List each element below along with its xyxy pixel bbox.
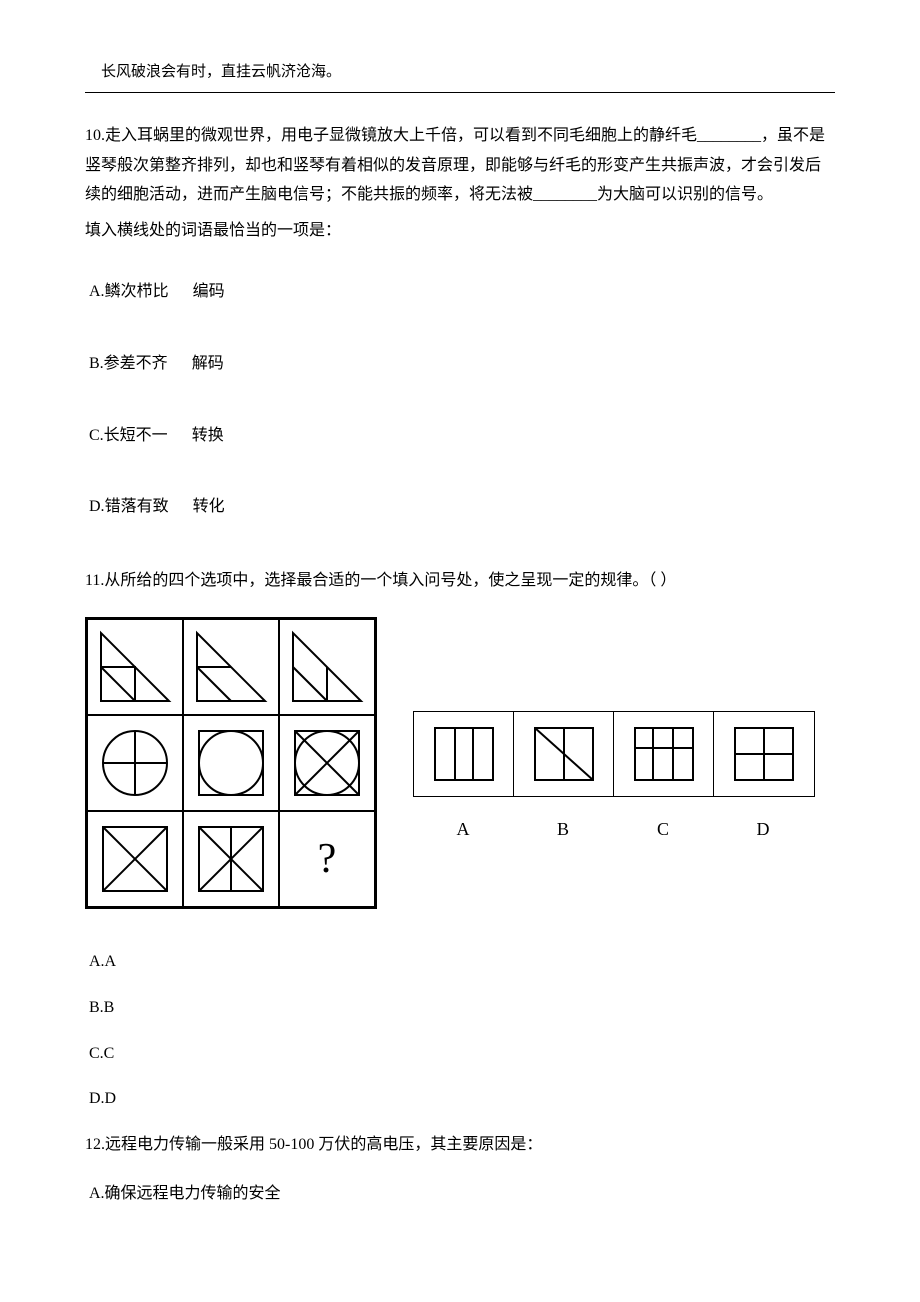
figure-answer-b bbox=[533, 726, 595, 782]
grid-cell-3-2 bbox=[183, 811, 279, 907]
figure-r2c2 bbox=[193, 725, 269, 801]
q11-option-c[interactable]: C.C bbox=[85, 1041, 835, 1067]
figure-r3c1 bbox=[97, 821, 173, 897]
answer-label-d: D bbox=[713, 815, 813, 844]
q11-prompt: 11.从所给的四个选项中，选择最合适的一个填入问号处，使之呈现一定的规律。（ ） bbox=[85, 566, 835, 596]
question-mark-icon: ? bbox=[318, 826, 337, 893]
option-word2: 解码 bbox=[192, 355, 224, 372]
option-label: A. bbox=[89, 283, 105, 300]
figure-answer-a bbox=[433, 726, 495, 782]
header-quote: 长风破浪会有时，直挂云帆济沧海。 bbox=[85, 60, 835, 84]
figure-r2c3 bbox=[289, 725, 365, 801]
figure-r1c3 bbox=[289, 629, 365, 705]
q11-option-b[interactable]: B.B bbox=[85, 995, 835, 1021]
question-12: 12.远程电力传输一般采用 50-100 万伏的高电压，其主要原因是： A.确保… bbox=[85, 1132, 835, 1207]
figure-answer-c bbox=[633, 726, 695, 782]
answer-cell-c[interactable] bbox=[614, 712, 714, 796]
option-label: B. bbox=[89, 355, 104, 372]
option-word1: 参差不齐 bbox=[104, 355, 168, 372]
answer-cell-a[interactable] bbox=[414, 712, 514, 796]
question-11: 11.从所给的四个选项中，选择最合适的一个填入问号处，使之呈现一定的规律。（ ） bbox=[85, 566, 835, 1112]
answer-label-a: A bbox=[413, 815, 513, 844]
grid-cell-2-2 bbox=[183, 715, 279, 811]
q10-prompt: 填入横线处的词语最恰当的一项是： bbox=[85, 216, 835, 246]
option-word2: 转化 bbox=[193, 498, 225, 515]
grid-cell-1-2 bbox=[183, 619, 279, 715]
grid-cell-1-3 bbox=[279, 619, 375, 715]
grid-cell-3-3: ? bbox=[279, 811, 375, 907]
q10-option-c[interactable]: C.长短不一 转换 bbox=[85, 423, 835, 449]
figure-r2c1 bbox=[97, 725, 173, 801]
q11-option-a[interactable]: A.A bbox=[85, 949, 835, 975]
q10-option-d[interactable]: D.错落有致 转化 bbox=[85, 494, 835, 520]
q12-text: 12.远程电力传输一般采用 50-100 万伏的高电压，其主要原因是： bbox=[85, 1132, 835, 1158]
q11-answer-row bbox=[413, 711, 815, 797]
q11-option-d[interactable]: D.D bbox=[85, 1086, 835, 1112]
header-divider bbox=[85, 92, 835, 93]
question-10: 10.走入耳蜗里的微观世界，用电子显微镜放大上千倍，可以看到不同毛细胞上的静纤毛… bbox=[85, 121, 835, 520]
q10-text: 10.走入耳蜗里的微观世界，用电子显微镜放大上千倍，可以看到不同毛细胞上的静纤毛… bbox=[85, 121, 835, 210]
option-word1: 鳞次栉比 bbox=[105, 283, 169, 300]
grid-cell-1-1 bbox=[87, 619, 183, 715]
q11-options: A.A B.B C.C D.D bbox=[85, 949, 835, 1111]
figure-r1c1 bbox=[97, 629, 173, 705]
grid-cell-3-1 bbox=[87, 811, 183, 907]
q12-option-a[interactable]: A.确保远程电力传输的安全 bbox=[85, 1181, 835, 1207]
option-word2: 转换 bbox=[192, 427, 224, 444]
answer-cell-b[interactable] bbox=[514, 712, 614, 796]
grid-cell-2-3 bbox=[279, 715, 375, 811]
option-label: C. bbox=[89, 427, 104, 444]
q10-option-a[interactable]: A.鳞次栉比 编码 bbox=[85, 279, 835, 305]
answer-label-b: B bbox=[513, 815, 613, 844]
option-word1: 错落有致 bbox=[105, 498, 169, 515]
option-word2: 编码 bbox=[193, 283, 225, 300]
option-word1: 长短不一 bbox=[104, 427, 168, 444]
q11-figures: ? bbox=[85, 617, 835, 909]
figure-r1c2 bbox=[193, 629, 269, 705]
option-label: D. bbox=[89, 498, 105, 515]
grid-cell-2-1 bbox=[87, 715, 183, 811]
q11-grid: ? bbox=[85, 617, 377, 909]
answer-cell-d[interactable] bbox=[714, 712, 814, 796]
answer-labels: A B C D bbox=[413, 815, 815, 844]
q11-answer-panel: A B C D bbox=[413, 711, 815, 844]
answer-label-c: C bbox=[613, 815, 713, 844]
figure-r3c2 bbox=[193, 821, 269, 897]
q10-option-b[interactable]: B.参差不齐 解码 bbox=[85, 351, 835, 377]
figure-answer-d bbox=[733, 726, 795, 782]
